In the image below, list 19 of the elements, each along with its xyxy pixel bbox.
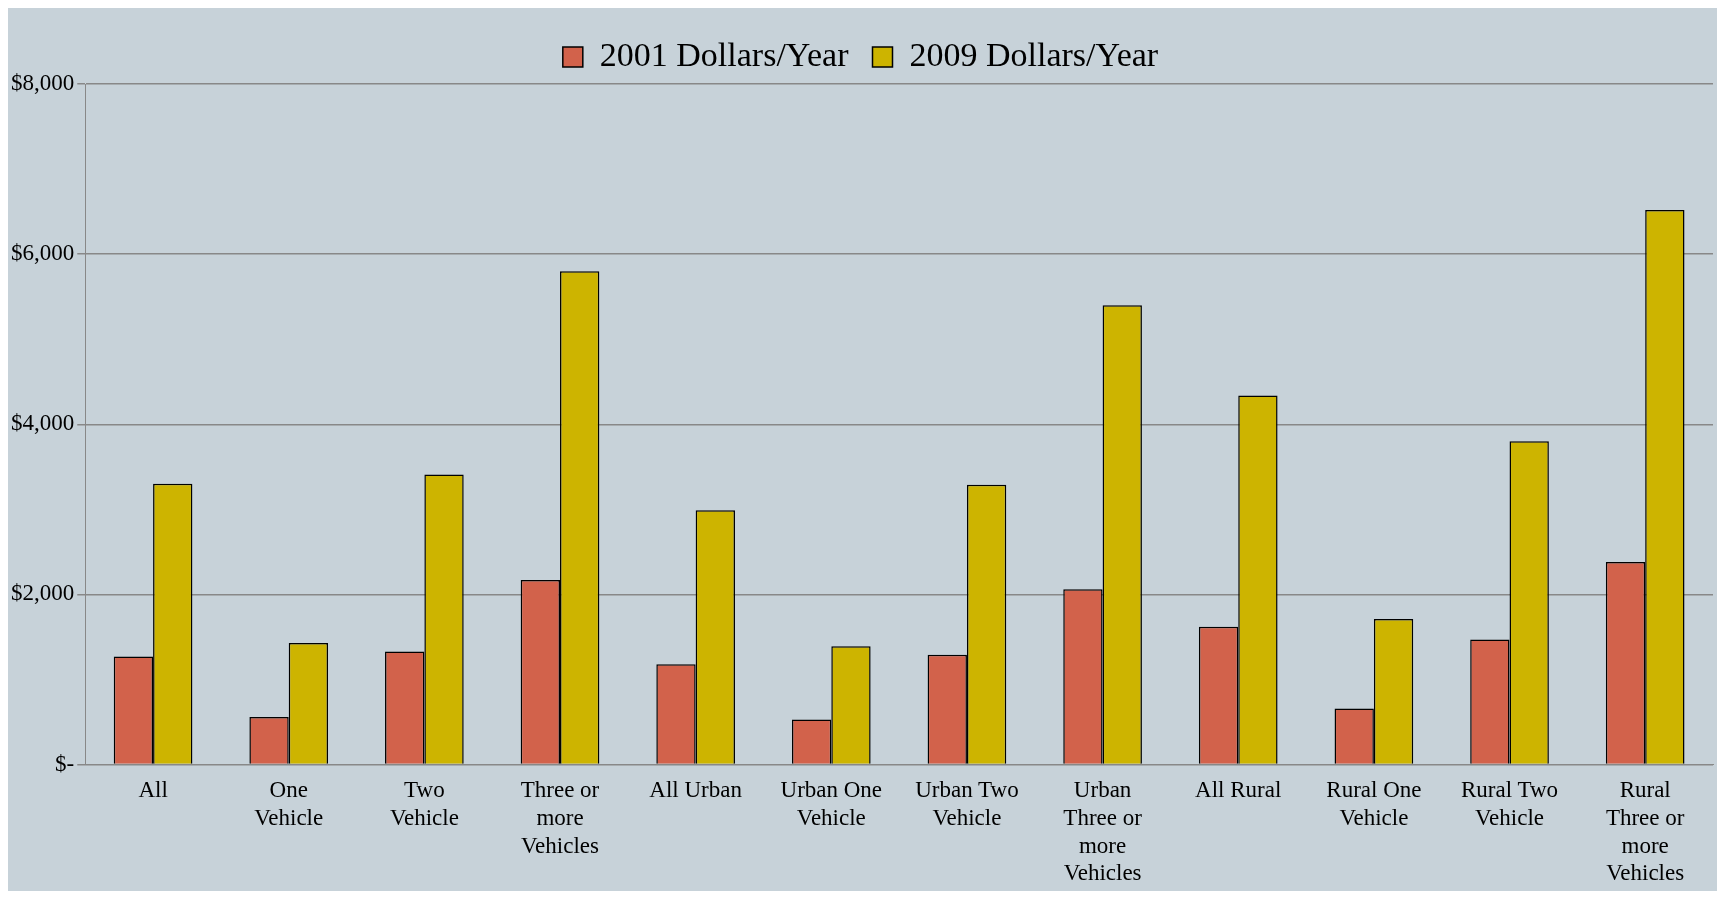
y-tick-label: $8,000 [11, 70, 75, 96]
legend-label: 2009 Dollars/Year [909, 35, 1159, 73]
y-tick-label: $6,000 [11, 240, 75, 266]
x-tick-label: All Urban [649, 777, 743, 803]
x-tick-label: Rural Three or more Vehicles [1605, 777, 1685, 886]
x-tick-label: Urban Two Vehicle [915, 777, 1019, 831]
y-tick-label: $4,000 [11, 410, 75, 436]
x-tick-label: Two Vehicle [389, 777, 459, 831]
x-tick-label: Three or more Vehicles [520, 777, 600, 858]
y-tick-label: $2,000 [11, 580, 75, 606]
x-tick-label: All Rural [1195, 777, 1282, 803]
x-tick-label: All [138, 777, 168, 803]
x-tick-label: Rural One Vehicle [1326, 777, 1422, 831]
x-tick-label: Urban Three or more Vehicles [1063, 777, 1143, 886]
x-tick-label: One Vehicle [254, 777, 324, 831]
x-tick-label: Urban One Vehicle [780, 777, 883, 831]
y-tick-label: $- [55, 750, 75, 776]
x-tick-label: Rural Two Vehicle [1461, 777, 1559, 831]
legend-label: 2001 Dollars/Year [599, 35, 850, 73]
